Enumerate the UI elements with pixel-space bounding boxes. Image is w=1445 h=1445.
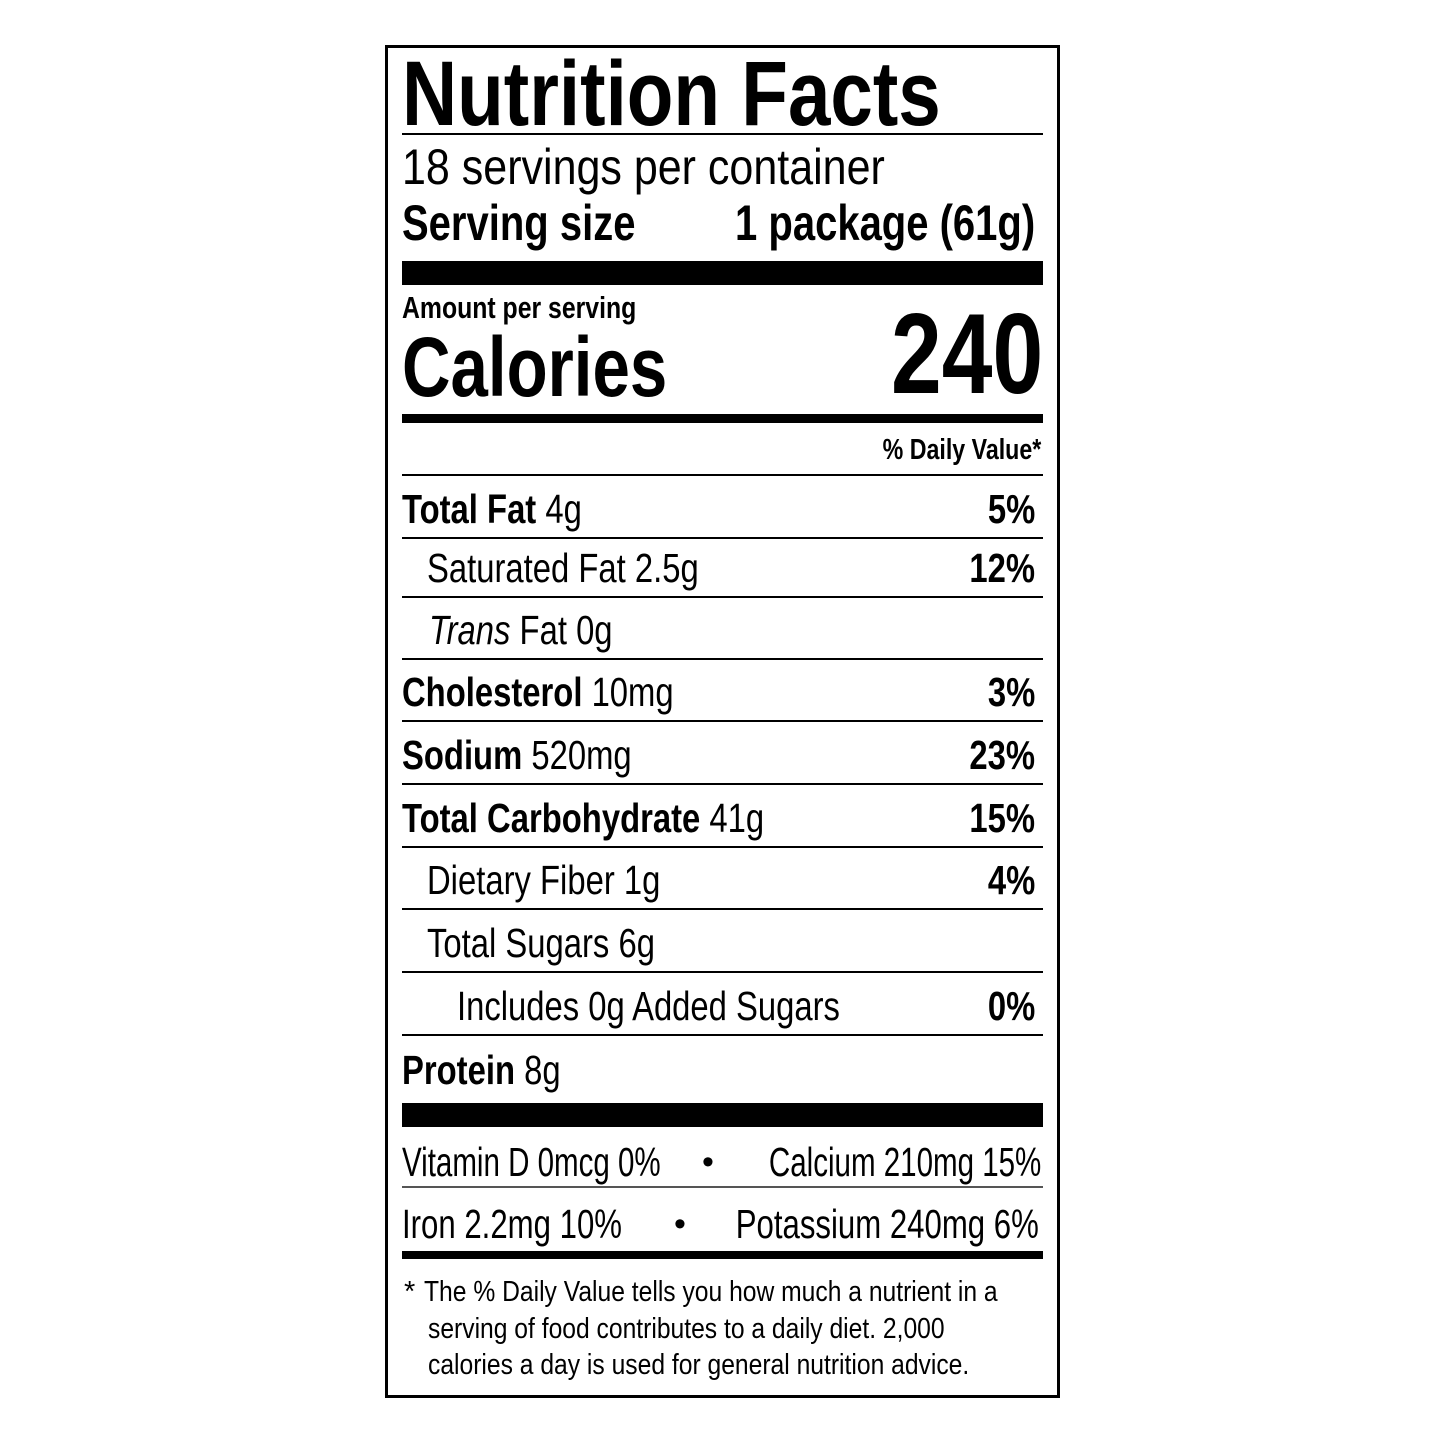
nutrient-row-total-fat: Total Fat 4g 5% [402,476,1043,539]
bullet: • [702,1143,714,1181]
divider [402,474,1043,476]
nutrient-row-protein: Protein 8g [402,1047,561,1093]
calories-value: 240 [890,291,1043,418]
calories-label: Calories [402,320,668,414]
potassium: Potassium 240mg 6% [735,1201,1039,1247]
footnote-line: calories a day is used for general nutri… [428,1349,970,1381]
vitamin-d: Vitamin D 0mcg 0% [402,1139,661,1185]
divider [402,1186,1043,1188]
amount-per-serving: Amount per serving [402,290,637,325]
bullet: • [674,1205,686,1243]
daily-value-header: % Daily Value* [882,434,1041,466]
nutrient-row-cholesterol: Cholesterol 10mg 3% [402,660,1043,722]
nutrient-row-sodium: Sodium 520mg 23% [402,722,1043,785]
divider [402,133,1043,135]
label-title: Nutrition Facts [402,43,941,145]
footnote-line: The % Daily Value tells you how much a n… [424,1276,998,1308]
nutrient-row-dietary-fiber: Dietary Fiber 1g 4% [402,848,1043,910]
nutrient-row-total-sugars: Total Sugars 6g [402,910,1043,973]
medium-divider [402,1251,1043,1259]
nutrient-row-total-carbohydrate: Total Carbohydrate 41g 15% [402,785,1043,848]
serving-size-label: Serving size [402,195,636,251]
nutrition-facts-panel [385,45,1060,1398]
servings-per-container: 18 servings per container [402,139,885,195]
iron: Iron 2.2mg 10% [402,1201,622,1247]
calcium: Calcium 210mg 15% [768,1139,1041,1185]
footnote-line: serving of food contributes to a daily d… [428,1313,945,1345]
footnote-asterisk: * [404,1276,416,1308]
thick-divider [402,1103,1043,1127]
nutrient-row-trans-fat: Trans Fat 0g [402,598,1043,660]
nutrient-row-saturated-fat: Saturated Fat 2.5g 12% [402,539,1043,598]
serving-size-value: 1 package (61g) [734,195,1035,251]
medium-divider [402,414,1043,423]
nutrient-row-added-sugars: Includes 0g Added Sugars 0% [402,973,1043,1036]
thick-divider [402,261,1043,285]
